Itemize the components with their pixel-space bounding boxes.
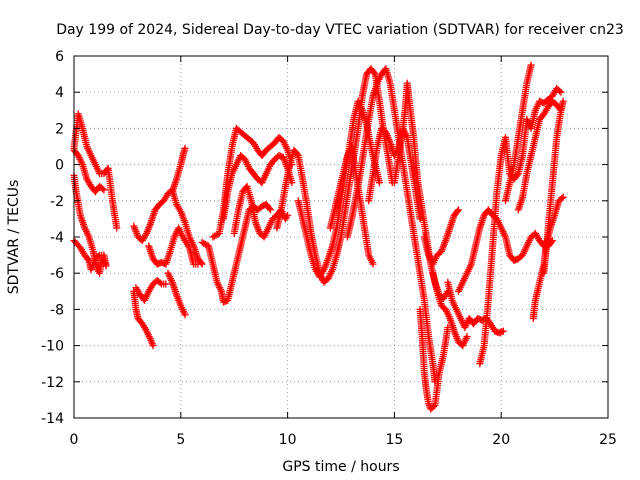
y-tick-label: 6 bbox=[55, 49, 64, 65]
series-s14 bbox=[230, 182, 292, 241]
x-tick-label: 5 bbox=[176, 432, 185, 448]
data-point bbox=[181, 311, 189, 319]
series-s21 bbox=[416, 305, 452, 413]
data-point bbox=[267, 206, 275, 214]
x-tick-label: 15 bbox=[385, 432, 403, 448]
series-s4 bbox=[70, 146, 108, 196]
data-point bbox=[84, 255, 92, 263]
data-point bbox=[94, 252, 102, 260]
y-tick-label: -10 bbox=[41, 339, 64, 355]
axis-ticks bbox=[73, 55, 609, 419]
y-axis-title: SDTVAR / TECUs bbox=[6, 180, 22, 295]
data-point bbox=[499, 327, 507, 335]
series-s3 bbox=[70, 237, 110, 274]
series-s20 bbox=[390, 79, 452, 303]
series-s10 bbox=[168, 144, 189, 196]
data-point bbox=[102, 262, 110, 270]
data-point bbox=[100, 186, 108, 194]
data-point bbox=[162, 280, 170, 288]
data-point bbox=[293, 150, 301, 158]
y-tick-label: -12 bbox=[41, 375, 64, 391]
series-s18 bbox=[343, 65, 439, 386]
series-s6 bbox=[130, 287, 157, 350]
y-tick-labels: -14 -12 -10 -8 -6 -4 -2 0 2 4 6 bbox=[41, 49, 64, 427]
y-tick-label: 4 bbox=[55, 85, 64, 101]
data-point bbox=[557, 88, 565, 96]
chart-title: Day 199 of 2024, Sidereal Day-to-day VTE… bbox=[56, 22, 624, 38]
data-point bbox=[181, 144, 189, 152]
data-point bbox=[197, 259, 205, 267]
y-tick-label: -4 bbox=[50, 230, 64, 246]
data-point bbox=[194, 260, 202, 268]
data-point bbox=[558, 194, 566, 202]
data-point bbox=[453, 207, 461, 215]
data-point bbox=[98, 185, 106, 193]
y-tick-label: -2 bbox=[50, 194, 64, 210]
data-point bbox=[369, 260, 377, 268]
data-point bbox=[463, 333, 471, 341]
series-s7 bbox=[132, 276, 170, 304]
data-point bbox=[454, 206, 462, 214]
series-s2 bbox=[70, 171, 110, 277]
data-point bbox=[284, 211, 292, 219]
series-s24 bbox=[444, 278, 507, 337]
series-s28 bbox=[514, 97, 565, 214]
x-tick-label: 0 bbox=[70, 432, 79, 448]
x-tick-label: 20 bbox=[492, 432, 510, 448]
series-s9 bbox=[164, 269, 189, 319]
y-tick-label: -14 bbox=[41, 411, 64, 427]
x-tick-label: 25 bbox=[599, 432, 617, 448]
series-s26 bbox=[476, 85, 565, 368]
data-point bbox=[156, 279, 164, 287]
series-s13 bbox=[220, 152, 296, 223]
series-s22 bbox=[429, 269, 471, 350]
series-s30 bbox=[540, 97, 567, 277]
data-point bbox=[149, 342, 157, 350]
data-point bbox=[375, 179, 383, 187]
y-tick-label: 2 bbox=[55, 121, 64, 137]
series-s23 bbox=[420, 206, 462, 268]
data-point bbox=[556, 87, 564, 95]
x-tick-label: 10 bbox=[279, 432, 297, 448]
data-point bbox=[559, 193, 567, 201]
data-point bbox=[265, 204, 273, 212]
y-tick-label: -8 bbox=[50, 302, 64, 318]
data-point bbox=[103, 166, 111, 174]
series-s15 bbox=[273, 65, 396, 286]
data-point bbox=[370, 69, 378, 77]
data-point bbox=[559, 97, 567, 105]
data-point bbox=[113, 224, 121, 232]
y-tick-label: 0 bbox=[55, 158, 64, 174]
data-series bbox=[70, 61, 567, 413]
x-axis-title: GPS time / hours bbox=[282, 459, 399, 475]
series-s11 bbox=[198, 200, 275, 306]
series-s5 bbox=[130, 186, 206, 268]
series-s27 bbox=[501, 61, 535, 205]
x-tick-labels: 0 5 10 15 20 25 bbox=[70, 432, 617, 448]
series-s8 bbox=[145, 224, 202, 268]
y-tick-label: -6 bbox=[50, 266, 64, 282]
data-point bbox=[527, 61, 535, 69]
